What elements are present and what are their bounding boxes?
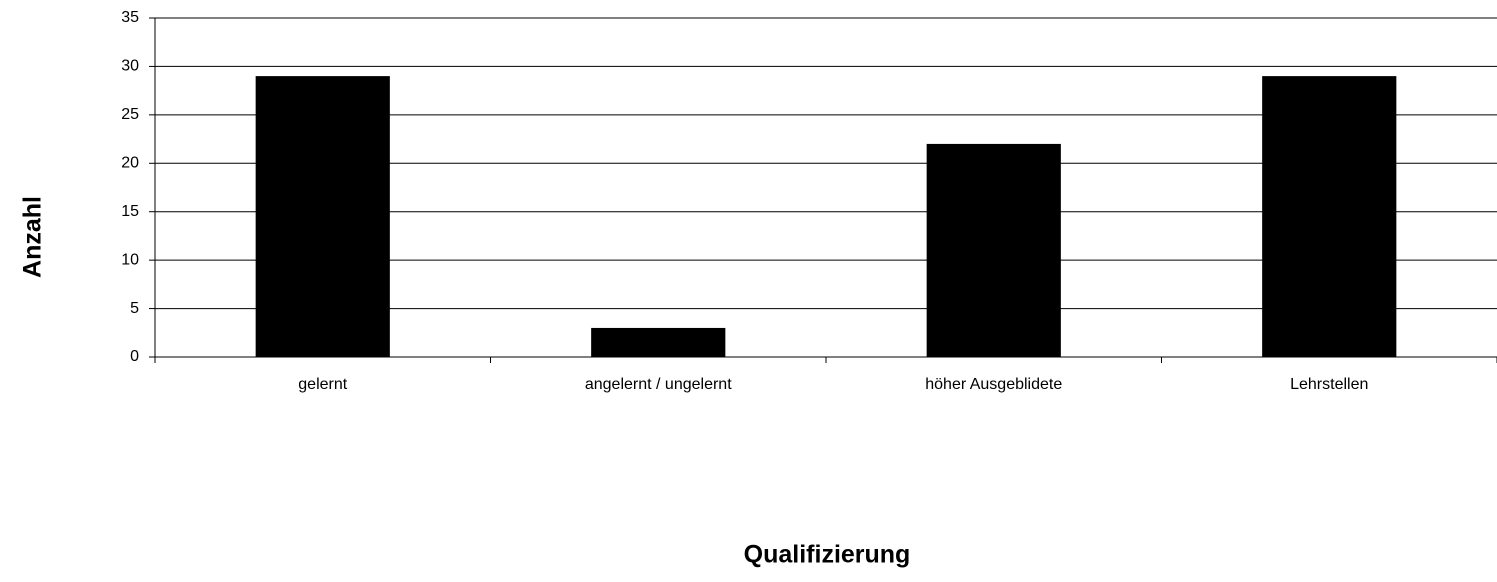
- x-tick-label: höher Ausgeblidete: [925, 376, 1062, 393]
- y-tick-label: 5: [130, 300, 139, 317]
- bar: [1262, 76, 1397, 357]
- bar: [926, 143, 1061, 357]
- x-axis-label: Qualifizierung: [744, 541, 911, 569]
- y-tick-label: 15: [121, 203, 139, 220]
- x-tick-label: gelernt: [298, 376, 347, 393]
- y-tick-label: 30: [121, 58, 139, 75]
- x-tick-label: Lehrstellen: [1290, 376, 1368, 393]
- bar: [255, 76, 390, 357]
- y-tick-label: 10: [121, 251, 139, 268]
- y-tick-label: 0: [130, 348, 139, 365]
- y-axis-label: Anzahl: [19, 196, 47, 278]
- y-tick-label: 20: [121, 155, 139, 172]
- bar: [591, 327, 726, 357]
- y-tick-label: 35: [121, 9, 139, 26]
- y-tick-label: 25: [121, 106, 139, 123]
- x-tick-label: angelernt / ungelernt: [585, 376, 732, 393]
